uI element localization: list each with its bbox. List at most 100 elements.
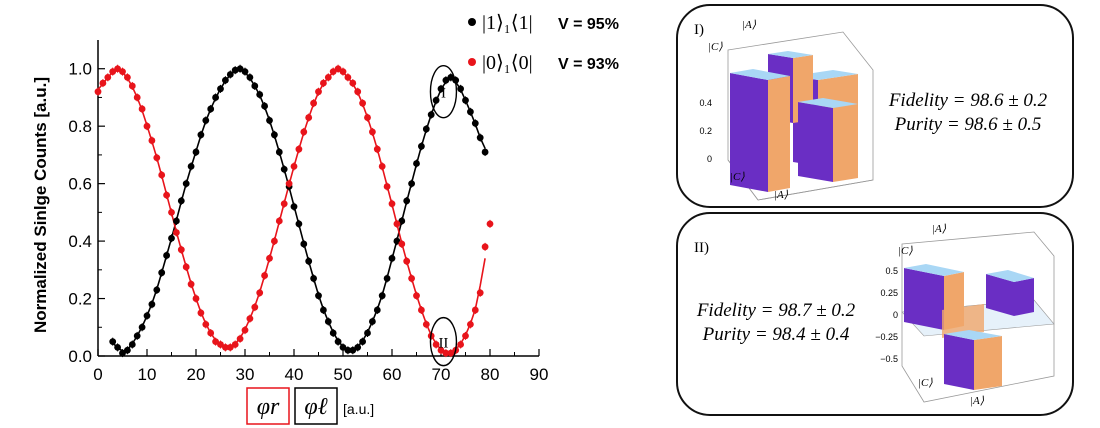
data-point-black bbox=[334, 338, 342, 346]
data-point-black bbox=[226, 71, 234, 78]
x-symbol-l: φℓ bbox=[304, 394, 327, 420]
data-point-black bbox=[124, 346, 131, 354]
x-tick-label: 80 bbox=[481, 365, 500, 384]
data-point-red bbox=[398, 240, 406, 248]
data-point-red bbox=[182, 263, 190, 271]
data-point-red bbox=[94, 88, 102, 96]
data-point-red bbox=[177, 246, 185, 254]
data-point-red bbox=[266, 254, 273, 262]
data-point-red bbox=[275, 217, 283, 225]
x-tick-label: 20 bbox=[187, 365, 206, 384]
bar-1-cc bbox=[730, 69, 790, 192]
data-point-red bbox=[246, 315, 254, 323]
data-point-black bbox=[128, 341, 136, 348]
data-point-black bbox=[447, 73, 455, 81]
annotation-ellipse bbox=[429, 316, 458, 367]
data-point-red bbox=[256, 289, 264, 297]
data-point-black bbox=[373, 306, 381, 314]
panel-1-label: I) bbox=[694, 22, 704, 38]
legend-visibility-red: V = 93% bbox=[558, 56, 619, 73]
data-point-black bbox=[192, 148, 200, 156]
data-point-red bbox=[310, 99, 317, 107]
panel-2-z-tick: 0 bbox=[892, 310, 898, 320]
data-point-red bbox=[413, 292, 420, 300]
annotation-label: II bbox=[438, 336, 448, 352]
data-point-red bbox=[388, 200, 396, 208]
panel-1-axis-bottom-c: |C⟩ bbox=[730, 171, 745, 183]
data-point-black bbox=[275, 148, 283, 156]
x-tick-label: 0 bbox=[93, 365, 102, 384]
data-point-red bbox=[158, 171, 166, 179]
data-point-black bbox=[393, 237, 401, 245]
data-point-black bbox=[408, 180, 415, 188]
legend-label-red: |0⟩₁⟨0| bbox=[482, 52, 533, 74]
panel-2-axis-bottom-a: |A⟩ bbox=[970, 395, 985, 407]
data-point-black bbox=[476, 134, 484, 142]
data-point-black bbox=[349, 346, 357, 354]
data-point-red bbox=[133, 94, 141, 101]
x-axis-unit: [a.u.] bbox=[343, 401, 374, 417]
legend-label-black: |1⟩₁⟨1| bbox=[482, 12, 533, 34]
data-point-red bbox=[349, 79, 357, 87]
data-point-red bbox=[251, 303, 259, 311]
panel-1-fidelity: Fidelity = 98.6 ± 0.2 bbox=[888, 90, 1048, 111]
data-point-red bbox=[324, 73, 332, 81]
data-point-red bbox=[339, 68, 347, 75]
panel-2-axis-top-c: |C⟩ bbox=[898, 245, 913, 257]
panel-2-axis-top-a: |A⟩ bbox=[932, 223, 947, 235]
data-point-red bbox=[119, 68, 126, 75]
data-point-black bbox=[315, 292, 322, 300]
panel-2-z-tick: −0.25 bbox=[875, 332, 898, 342]
data-point-red bbox=[163, 191, 171, 199]
panel-2-purity: Purity = 98.4 ± 0.4 bbox=[702, 324, 850, 345]
data-point-black bbox=[256, 91, 264, 98]
data-point-red bbox=[364, 114, 371, 121]
panel-2-bar-plot bbox=[901, 231, 1055, 403]
data-point-black bbox=[432, 96, 440, 104]
panel-2-label: II) bbox=[694, 240, 709, 256]
x-symbol-box-r bbox=[246, 387, 290, 425]
data-point-red bbox=[476, 289, 484, 297]
data-point-red bbox=[226, 343, 234, 351]
x-tick-label: 60 bbox=[383, 365, 402, 384]
data-point-black bbox=[359, 338, 366, 346]
data-point-black bbox=[310, 275, 317, 282]
data-point-black bbox=[403, 197, 411, 205]
data-point-black bbox=[246, 73, 254, 81]
data-point-red bbox=[202, 321, 210, 328]
data-point-red bbox=[432, 341, 440, 348]
data-point-black bbox=[457, 85, 464, 93]
data-point-black bbox=[290, 203, 298, 211]
y-tick-label: 0.2 bbox=[68, 290, 92, 309]
data-point-red bbox=[285, 180, 293, 188]
data-point-red bbox=[295, 145, 303, 153]
data-point-red bbox=[290, 163, 298, 170]
data-point-red bbox=[359, 99, 366, 107]
data-point-black bbox=[398, 217, 406, 225]
data-point-black bbox=[261, 102, 268, 110]
y-tick-label: 0.4 bbox=[68, 232, 92, 251]
data-point-red bbox=[236, 335, 244, 343]
data-point-black bbox=[148, 300, 156, 308]
x-tick-label: 90 bbox=[530, 365, 549, 384]
panel-1-axis-top-c: |C⟩ bbox=[708, 41, 723, 53]
data-point-black bbox=[109, 338, 117, 346]
data-point-black bbox=[153, 286, 161, 294]
data-point-black bbox=[138, 323, 146, 331]
data-point-red bbox=[437, 346, 445, 354]
data-point-red bbox=[447, 349, 455, 357]
data-point-red bbox=[241, 326, 249, 334]
panel-2-axis-bottom-c: |C⟩ bbox=[918, 377, 933, 389]
data-point-red bbox=[462, 332, 469, 340]
bar-2-ca bbox=[942, 304, 984, 338]
x-symbol-r: φr bbox=[257, 394, 280, 420]
data-point-black bbox=[422, 125, 430, 133]
data-point-black bbox=[271, 131, 278, 139]
x-tick-label: 40 bbox=[285, 365, 304, 384]
data-point-black bbox=[177, 197, 185, 205]
data-point-red bbox=[197, 309, 205, 317]
data-point-black bbox=[369, 318, 376, 325]
data-point-black bbox=[388, 254, 396, 262]
data-point-red bbox=[481, 243, 489, 251]
